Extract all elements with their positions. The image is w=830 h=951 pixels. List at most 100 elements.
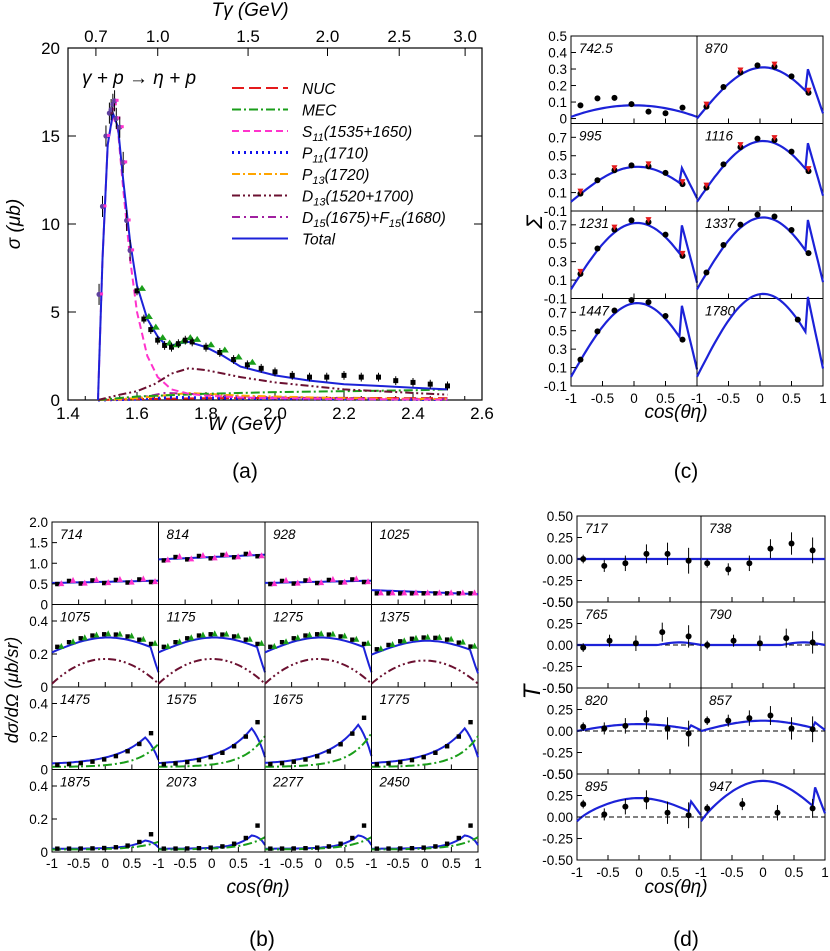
c-energy-label: 1780 (705, 304, 736, 319)
b-data-point (268, 761, 273, 767)
c-data-point (794, 316, 801, 323)
a-data-point (289, 372, 295, 378)
a-data-point-alt (124, 160, 128, 164)
b-xtick-label: -1 (259, 856, 271, 871)
b-data-point (409, 591, 415, 596)
b-data-point (255, 554, 260, 559)
c-data-point (628, 162, 635, 169)
c-subpanel-742.5: 742.5 0 0.10.2 0.30.4 0.5 (548, 29, 698, 127)
b-data-point-alt (448, 589, 455, 596)
caption-d: (d) (673, 928, 699, 951)
b-data-point-alt (199, 551, 206, 558)
a-legend-label: MEC (302, 103, 337, 120)
c-xtick-label: 0.5 (782, 391, 801, 406)
b-ytick-label: 0 (40, 680, 48, 695)
c-data-point (645, 108, 652, 115)
b-data-point-alt (128, 632, 135, 639)
a-ytick-label: 5 (51, 303, 60, 322)
b-data-point (398, 639, 403, 644)
c-data-point-alt (577, 188, 584, 195)
b-data-point (90, 633, 95, 638)
a-data-point-alt (115, 98, 119, 102)
b-data-point (456, 835, 462, 841)
b-data-point (314, 632, 320, 637)
c-ytick-label: 0.1 (548, 95, 567, 110)
b-data-point (433, 591, 438, 596)
d-data-point (643, 550, 650, 557)
b-data-point (90, 578, 95, 583)
b-data-point (161, 558, 167, 563)
b-ytick-label: 0 (40, 763, 48, 778)
b-xtick-label: -0.5 (67, 856, 90, 871)
b-data-point (137, 741, 142, 747)
b-data-point-alt (176, 638, 183, 645)
a-ytick-label: 20 (41, 39, 60, 58)
a-data-point-alt (186, 334, 195, 341)
b-data-point-alt (211, 554, 218, 561)
b-data-point-alt (58, 642, 65, 649)
b-data-point (66, 761, 72, 767)
b-data-point-alt (140, 635, 147, 642)
b-ytick-label: 0 (40, 845, 48, 860)
b-energy-label: 1375 (380, 610, 411, 625)
b-data-point-alt (235, 553, 242, 560)
b-ytick-label: 0.2 (29, 730, 48, 745)
b-data-point-alt (424, 633, 431, 640)
b-data-point-alt (306, 576, 313, 583)
a-top-tick-label: 2.5 (387, 27, 411, 46)
b-ytick-label: 1.0 (29, 556, 48, 571)
b-data-point-alt (329, 630, 336, 637)
b-subpanel-1875: 1875 0 0.2 0.4 -1 -0.5 0 0.5 (29, 769, 160, 871)
b-data-point (173, 846, 178, 851)
d-ytick-label: 0.00 (547, 552, 573, 567)
b-data-point (90, 846, 95, 851)
b-ytick-label: 0 (40, 598, 48, 613)
d-total-curve (576, 722, 702, 733)
c-xtick-label: 1 (819, 391, 827, 406)
b-subpanel-1375: 1375 (370, 604, 479, 688)
b-data-point-alt (140, 575, 147, 582)
b-data-point-alt (365, 578, 372, 585)
a-legend-label: P13(1720) (302, 167, 369, 187)
b-data-point-alt (199, 631, 206, 638)
a-top-tick-label: 2.0 (316, 27, 340, 46)
b-energy-label: 1275 (273, 610, 304, 625)
b-data-point (268, 644, 273, 650)
a-data-point (324, 374, 330, 380)
d-total-curve (576, 796, 702, 823)
b-data-point (456, 734, 462, 739)
c-data-point (754, 211, 761, 218)
c-data-point (628, 297, 635, 304)
b-data-point (303, 633, 308, 638)
b-data-point (161, 762, 167, 767)
b-data-point (350, 731, 355, 736)
d-ytick-label: -0.25 (542, 746, 573, 761)
b-data-point (386, 642, 391, 648)
d-data-point (685, 633, 692, 640)
b-data-point (374, 846, 380, 851)
c-data-point-alt (771, 61, 778, 68)
a-data-point-alt (106, 134, 110, 137)
d-xtick-label: -1 (571, 865, 583, 880)
d-ytick-label: -0.25 (542, 832, 573, 847)
b-data-point (101, 580, 107, 586)
panel-a-top-axis-label: Tγ (GeV) (211, 0, 288, 21)
b-data-point (444, 744, 450, 749)
a-data-point (169, 344, 174, 350)
a-legend-label: NUC (302, 81, 336, 98)
d-data-point (725, 566, 732, 573)
b-data-point (468, 591, 473, 596)
b-data-point-alt (246, 635, 253, 642)
a-data-point (141, 316, 147, 322)
b-data-point (113, 753, 119, 759)
a-data-point (307, 374, 312, 380)
d-data-point (767, 712, 774, 719)
b-data-point (303, 846, 308, 851)
c-ytick-label: 0.2 (548, 79, 567, 94)
c-ytick-label: 0.3 (548, 62, 567, 77)
c-data-point (594, 95, 601, 102)
b-data-point-alt (389, 589, 396, 596)
b-data-point-alt (329, 575, 336, 582)
a-xtick-label: 2.2 (332, 404, 356, 423)
